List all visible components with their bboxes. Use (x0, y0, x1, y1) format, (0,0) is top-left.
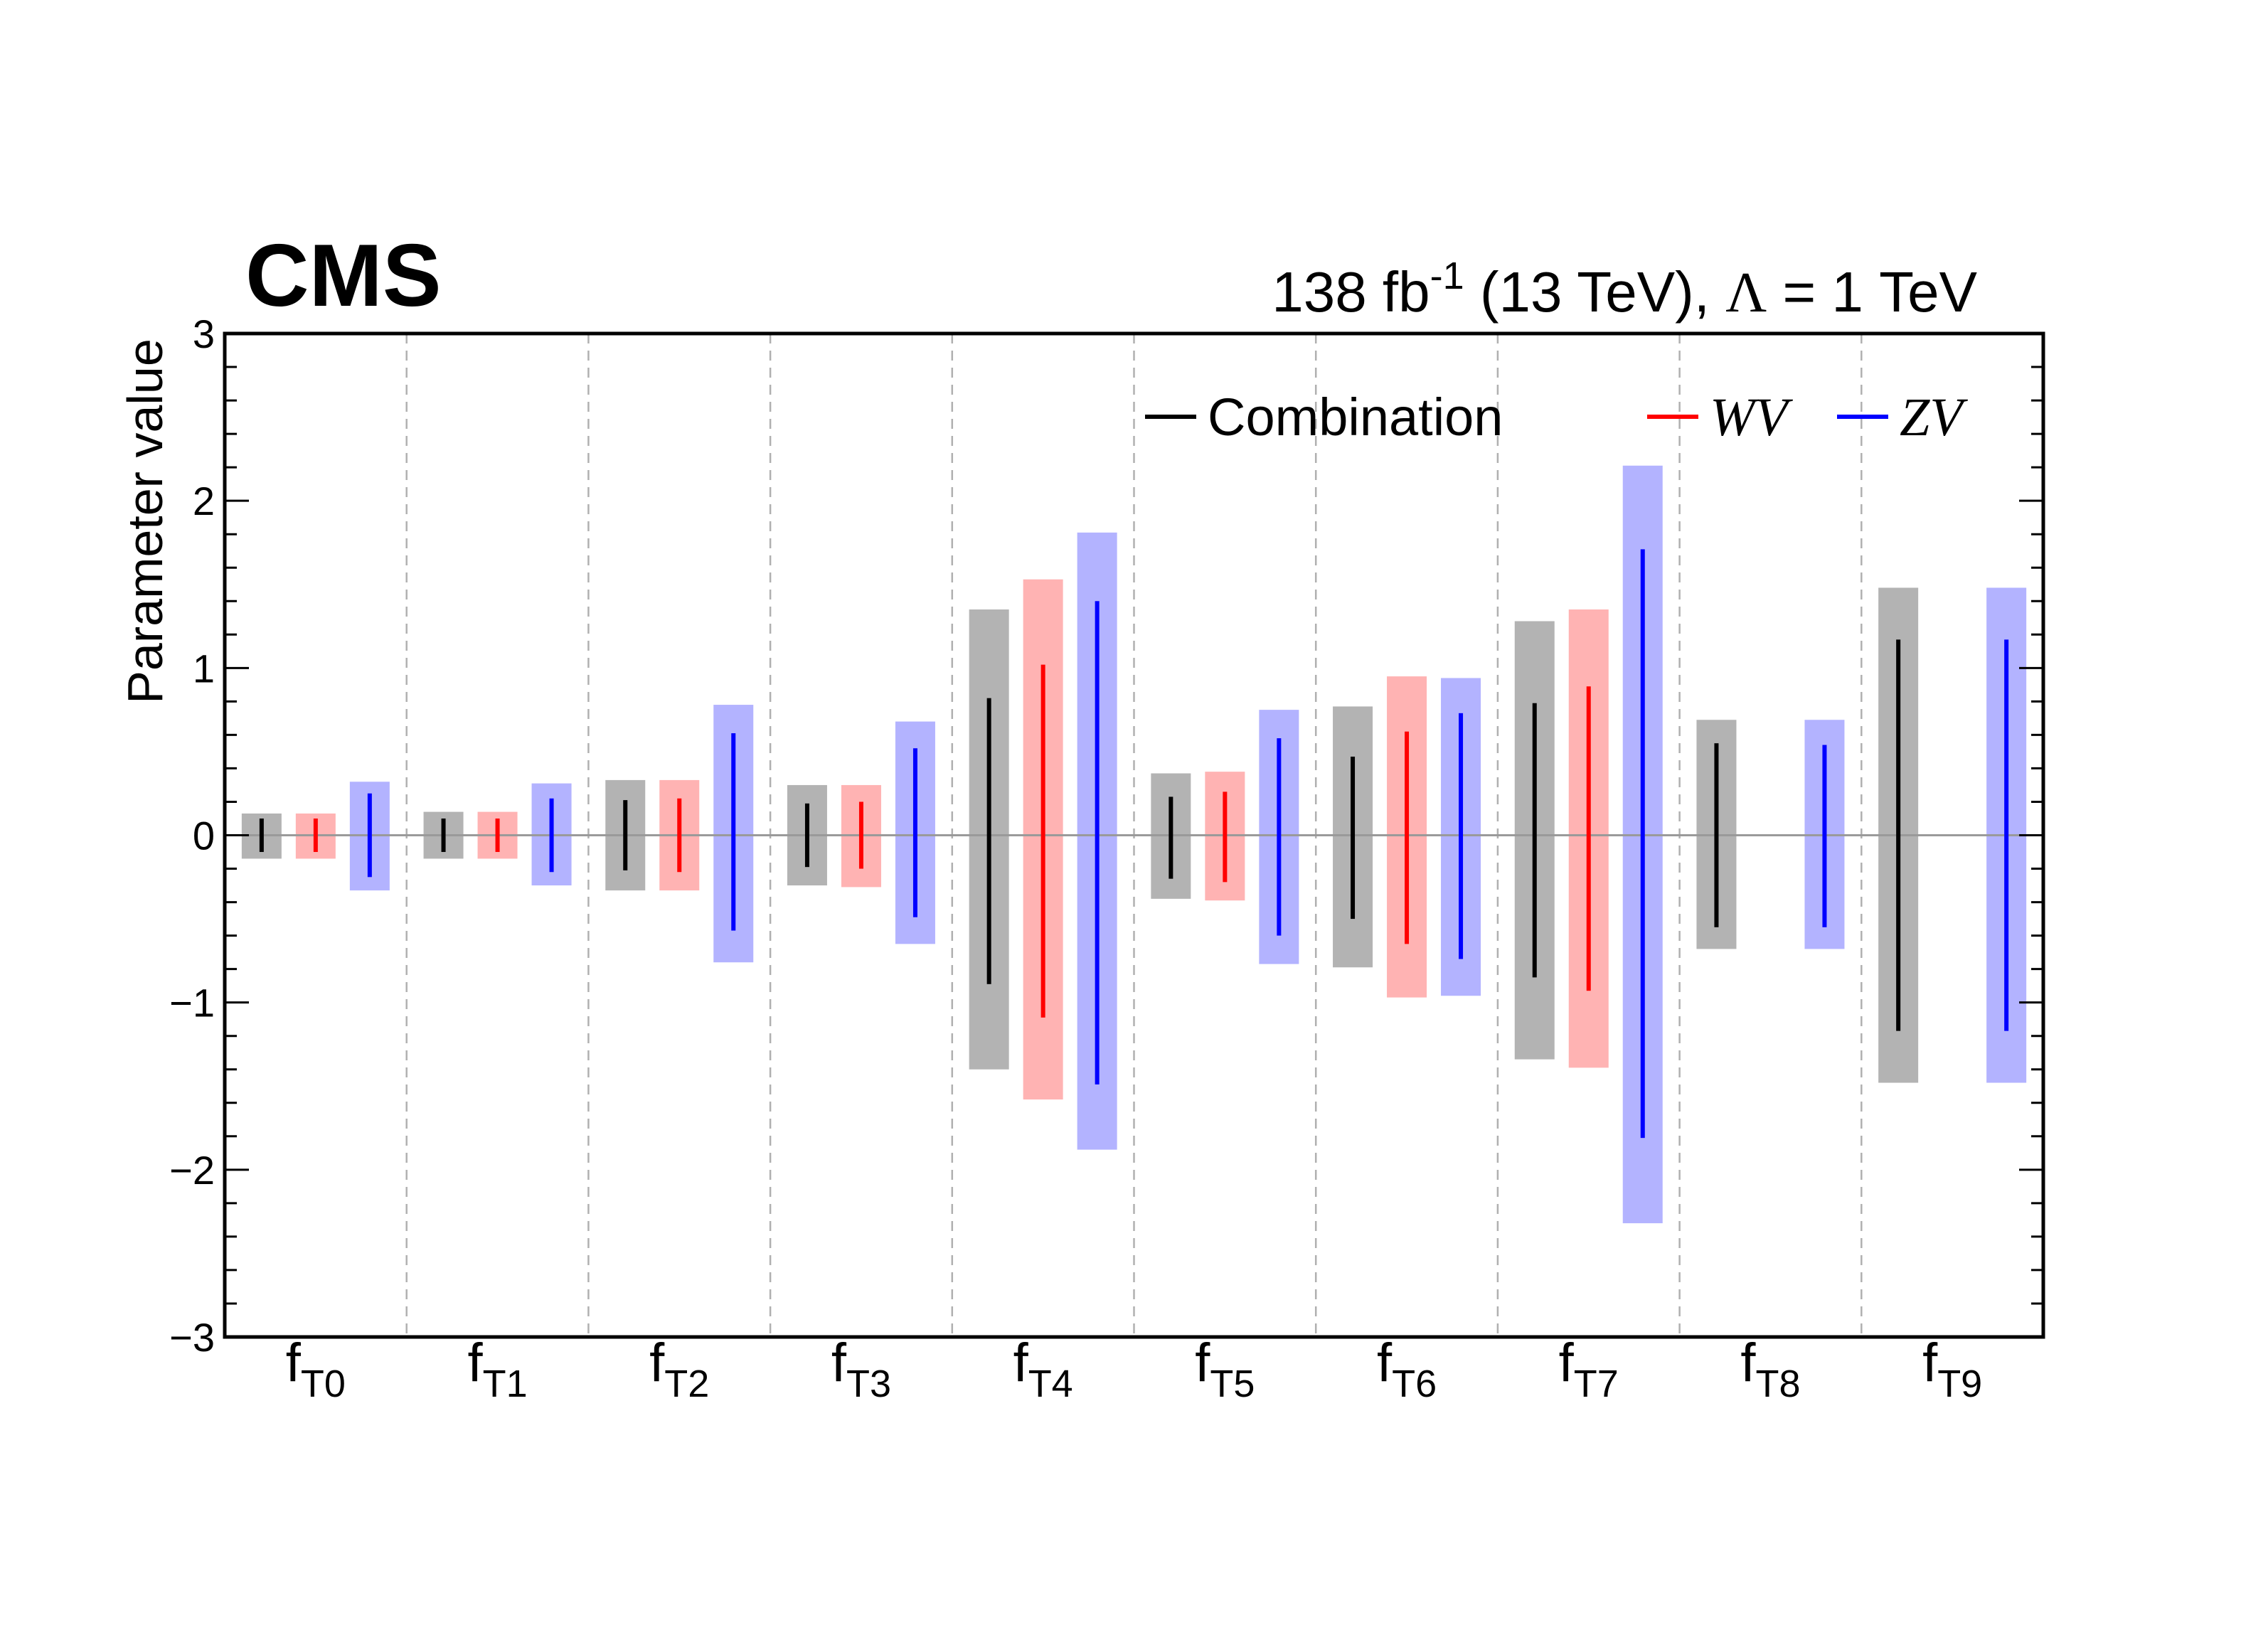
interval-68-zv-t1 (549, 798, 554, 873)
y-tick-label: 3 (193, 311, 215, 356)
x-tick-label: fT1 (467, 1333, 527, 1405)
x-axis-labels: fT0 fT1 fT2 fT3 fT4 fT5 fT6 fT7 fT8 fT9 (286, 1333, 1982, 1405)
lumi-suffix: (13 TeV), (1464, 260, 1726, 324)
y-tick-label: −1 (169, 981, 215, 1025)
interval-68-combination-t4 (986, 698, 991, 984)
x-tick-label: fT4 (1013, 1333, 1073, 1405)
x-tick-label: fT7 (1559, 1333, 1619, 1405)
interval-68-zv-t8 (1822, 745, 1827, 927)
interval-68-wv-t3 (858, 801, 863, 869)
interval-68-wv-t4 (1040, 664, 1045, 1018)
interval-68-zv-t3 (912, 748, 917, 917)
y-axis-ticks: −3 −2 −1 0 1 2 3 (169, 311, 2043, 1360)
interval-68-combination-t8 (1714, 743, 1719, 927)
x-tick-label: fT0 (286, 1333, 346, 1405)
y-tick-label: 0 (193, 814, 215, 858)
interval-68-wv-t7 (1586, 686, 1591, 991)
legend: Combination WV ZV (1145, 388, 1968, 447)
x-tick-label: fT9 (1922, 1333, 1982, 1405)
interval-68-wv-t6 (1405, 731, 1410, 944)
lumi-value: 138 fb (1272, 260, 1430, 324)
y-tick-label: −3 (169, 1315, 215, 1360)
interval-68-zv-t5 (1277, 738, 1282, 936)
interval-68-wv-t1 (495, 818, 500, 853)
interval-68-combination-t7 (1532, 703, 1537, 978)
lumi-label: 138 fb-1 (13 TeV), Λ = 1 TeV (1272, 255, 1977, 324)
lumi-exponent: -1 (1430, 255, 1464, 297)
legend-label-wv: WV (1710, 388, 1793, 447)
legend-label-combination: Combination (1208, 388, 1503, 447)
line-layer (259, 549, 2009, 1139)
interval-68-zv-t6 (1459, 713, 1464, 959)
x-tick-label: fT2 (649, 1333, 709, 1405)
x-tick-label: fT6 (1377, 1333, 1437, 1405)
y-tick-label: 1 (193, 646, 215, 691)
lambda-symbol: Λ (1725, 262, 1767, 324)
lambda-value: = 1 TeV (1767, 260, 1977, 324)
interval-68-zv-t0 (367, 793, 372, 878)
experiment-label: CMS (245, 227, 442, 325)
interval-68-combination-t3 (804, 803, 809, 868)
y-tick-label: −2 (169, 1148, 215, 1193)
interval-68-wv-t5 (1223, 792, 1228, 883)
interval-68-zv-t7 (1640, 549, 1645, 1139)
x-tick-label: fT3 (831, 1333, 891, 1405)
x-tick-label: fT5 (1195, 1333, 1255, 1405)
legend-label-zv: ZV (1900, 388, 1968, 447)
y-tick-label: 2 (193, 479, 215, 523)
interval-68-combination-t9 (1896, 639, 1901, 1031)
interval-68-zv-t9 (2004, 639, 2009, 1031)
interval-68-wv-t0 (313, 818, 318, 853)
interval-68-combination-t2 (623, 800, 628, 870)
interval-68-zv-t2 (731, 733, 736, 931)
x-tick-label: fT8 (1740, 1333, 1800, 1405)
y-axis-label: Parameter value (117, 339, 173, 704)
interval-68-zv-t4 (1095, 601, 1100, 1085)
interval-68-combination-t5 (1169, 796, 1173, 879)
interval-68-combination-t6 (1351, 756, 1356, 920)
interval-68-wv-t2 (677, 798, 682, 873)
interval-68-combination-t1 (441, 818, 446, 853)
interval-68-combination-t0 (259, 818, 264, 853)
